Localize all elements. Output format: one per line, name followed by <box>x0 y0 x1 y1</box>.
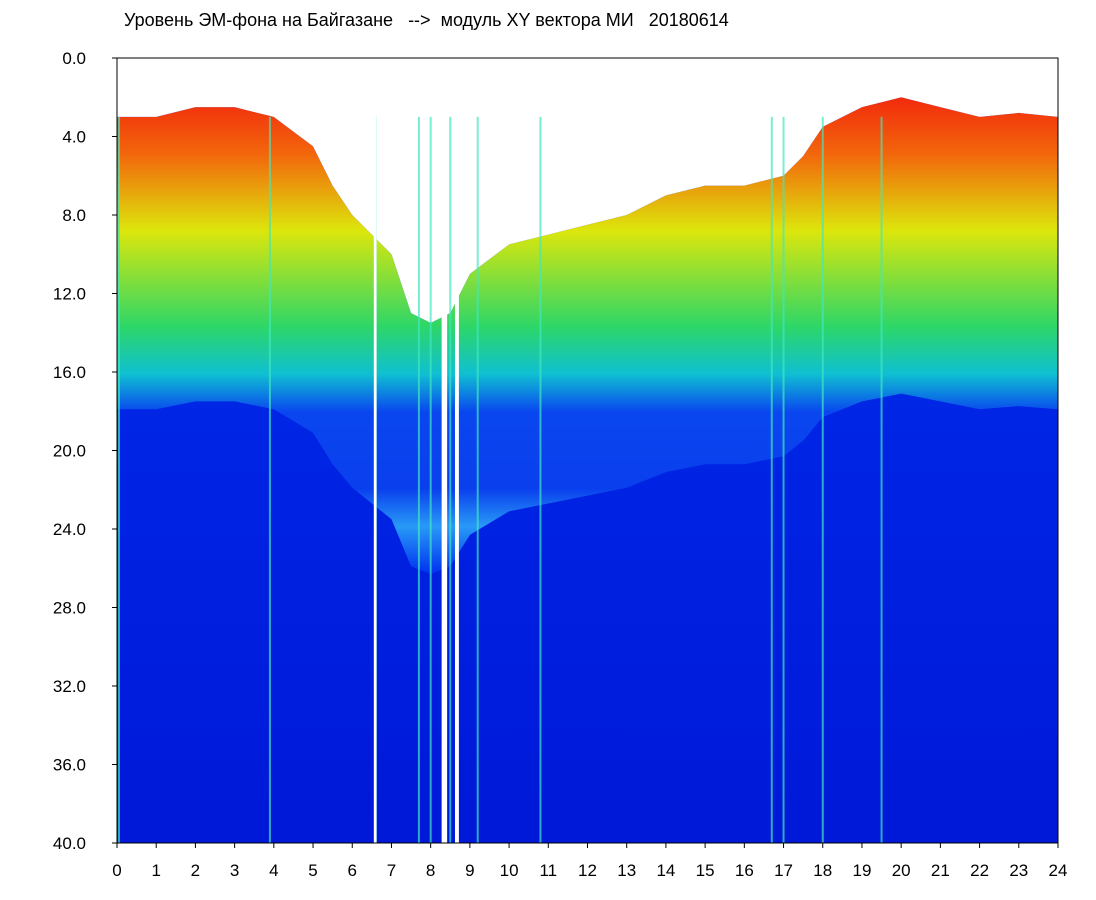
y-tick-label-4: 16.0 <box>53 363 86 382</box>
y-tick-label-1: 4.0 <box>62 128 86 147</box>
gap-0 <box>373 58 377 843</box>
y-tick-label-9: 36.0 <box>53 756 86 775</box>
gap-2 <box>454 58 459 843</box>
y-tick-label-8: 32.0 <box>53 677 86 696</box>
x-tick-label-11: 11 <box>539 861 557 880</box>
y-tick-label-0: 0.0 <box>62 49 86 68</box>
x-tick-label-24: 24 <box>1049 861 1068 880</box>
x-tick-label-0: 0 <box>112 861 121 880</box>
x-tick-label-3: 3 <box>230 861 239 880</box>
gap-1 <box>441 58 448 843</box>
x-tick-label-6: 6 <box>348 861 357 880</box>
x-tick-label-8: 8 <box>426 861 435 880</box>
x-tick-label-4: 4 <box>269 861 278 880</box>
y-tick-label-2: 8.0 <box>62 206 86 225</box>
x-tick-label-5: 5 <box>308 861 317 880</box>
x-tick-label-13: 13 <box>617 861 636 880</box>
x-tick-label-23: 23 <box>1009 861 1028 880</box>
x-tick-label-14: 14 <box>656 861 675 880</box>
x-tick-label-12: 12 <box>578 861 597 880</box>
x-tick-label-21: 21 <box>931 861 950 880</box>
x-tick-label-16: 16 <box>735 861 754 880</box>
y-tick-label-10: 40.0 <box>53 834 86 853</box>
axes: 0.0 4.0 8.0 12.0 16.0 20.0 24.0 28.0 32.0 36.0 40.… <box>53 49 1068 880</box>
y-tick-label-3: 12.0 <box>53 285 86 304</box>
x-tick-label-22: 22 <box>970 861 989 880</box>
x-tick-label-15: 15 <box>696 861 715 880</box>
y-tick-label-5: 20.0 <box>53 442 86 461</box>
x-tick-label-17: 17 <box>774 861 793 880</box>
x-tick-label-19: 19 <box>852 861 871 880</box>
x-tick-label-2: 2 <box>191 861 200 880</box>
chart-title: Уровень ЭМ-фона на Байгазане --> модуль … <box>124 10 729 30</box>
x-tick-label-18: 18 <box>813 861 832 880</box>
x-tick-label-1: 1 <box>151 861 160 880</box>
x-tick-label-20: 20 <box>892 861 911 880</box>
x-tick-label-7: 7 <box>387 861 396 880</box>
y-tick-label-7: 28.0 <box>53 599 86 618</box>
plot-area <box>117 58 1058 843</box>
y-tick-label-6: 24.0 <box>53 520 86 539</box>
x-tick-label-10: 10 <box>500 861 519 880</box>
x-tick-label-9: 9 <box>465 861 474 880</box>
